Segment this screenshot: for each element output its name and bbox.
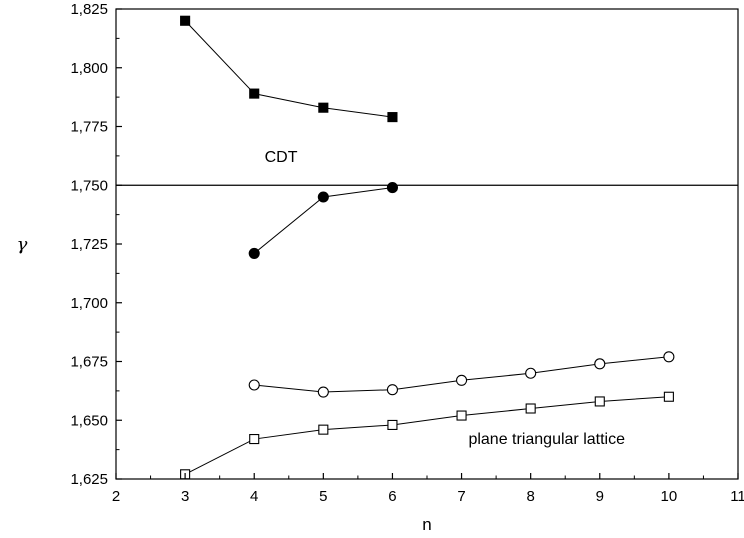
data-point-open-square	[594, 396, 605, 407]
data-point-open-circle	[386, 384, 398, 396]
y-tick-label: 1,675	[70, 354, 108, 371]
data-point-open-circle	[317, 386, 329, 398]
axes-layer: 2 3 4 5 6 7 8 9 10 11 1,625 1,650 1,675 1,700 1,725 1,7…	[70, 1, 744, 505]
y-axis-title: γ	[17, 234, 28, 255]
data-point-filled-square	[180, 15, 191, 26]
data-point-filled-square	[318, 102, 329, 113]
data-point-open-square	[387, 419, 398, 431]
y-tick-label: 1,825	[70, 1, 108, 18]
data-point-open-circle	[525, 367, 537, 379]
x-tick-label: 6	[388, 488, 396, 505]
data-point-filled-square	[387, 112, 398, 123]
data-point-open-circle	[663, 351, 675, 363]
series-layer	[180, 15, 675, 480]
y-tick-label: 1,775	[70, 119, 108, 136]
x-tick-label: 3	[181, 488, 189, 505]
data-point-open-square	[663, 391, 674, 402]
data-point-open-square	[249, 433, 260, 445]
series-filled-circle	[248, 182, 398, 259]
data-point-open-square	[318, 424, 329, 435]
data-point-filled-circle	[386, 182, 398, 194]
x-tick-label: 8	[526, 488, 534, 505]
annotation-cdt: CDT	[265, 149, 298, 166]
data-point-open-circle	[248, 379, 260, 391]
data-point-open-square	[525, 403, 536, 414]
series-line	[184, 396, 669, 475]
y-tick-label: 1,725	[70, 236, 108, 253]
series-open-circle	[248, 351, 675, 398]
x-tick-label: 11	[730, 488, 744, 505]
series-line	[254, 356, 669, 393]
plot-frame	[115, 8, 739, 480]
x-tick-label: 2	[112, 488, 120, 505]
y-tick-label: 1,750	[70, 177, 108, 194]
series-line	[184, 20, 393, 118]
x-tick-label: 4	[250, 488, 258, 505]
x-tick-label: 5	[319, 488, 327, 505]
y-tick-label: 1,625	[70, 471, 108, 488]
annotation-layer: CDT plane triangular lattice	[265, 149, 626, 448]
y-tick-label: 1,700	[70, 295, 108, 312]
data-point-filled-circle	[317, 191, 329, 203]
x-tick-label: 7	[457, 488, 465, 505]
data-point-filled-square	[249, 88, 260, 99]
y-tick-label: 1,800	[70, 60, 108, 77]
x-axis-title: n	[422, 515, 431, 534]
annotation-plane-triangular-lattice: plane triangular lattice	[468, 431, 625, 448]
y-tick-label: 1,650	[70, 412, 108, 429]
x-tick-label: 10	[661, 488, 678, 505]
series-open-square	[180, 391, 674, 480]
data-point-open-circle	[594, 358, 606, 370]
series-filled-square	[180, 15, 398, 123]
x-tick-label: 9	[596, 488, 604, 505]
data-point-filled-circle	[248, 247, 260, 259]
data-point-open-circle	[456, 374, 468, 386]
data-point-open-square	[456, 410, 467, 421]
